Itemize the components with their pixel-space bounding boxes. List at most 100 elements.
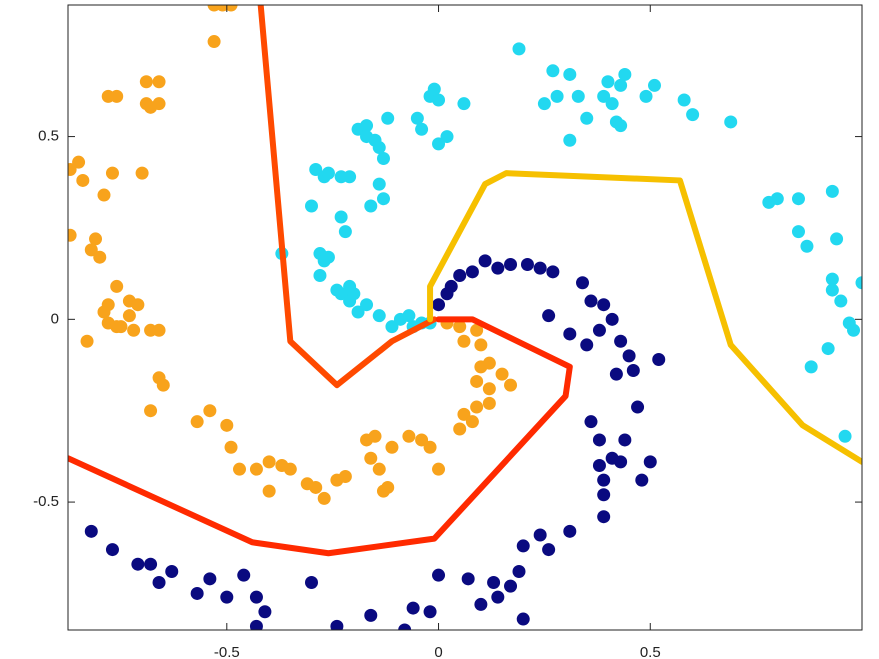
scatter-point [89,232,103,246]
scatter-point [313,268,327,282]
scatter-point [504,258,518,272]
scatter-point [249,462,263,476]
scatter-point [262,484,276,498]
scatter-point [482,356,496,370]
scatter-point [800,239,814,253]
scatter-point [533,528,547,542]
scatter-point [512,42,526,56]
scatter-point [440,130,454,144]
scatter-point [304,199,318,213]
scatter-point [821,342,835,356]
scatter-point [152,323,166,337]
y-tick-label: 0 [51,310,59,327]
scatter-point [338,225,352,239]
scatter-point [131,298,145,312]
scatter-point [351,305,365,319]
scatter-point [592,323,606,337]
scatter-point [364,199,378,213]
scatter-point [520,258,534,272]
scatter-point [614,455,628,469]
scatter-point [190,586,204,600]
scatter-point [601,75,615,89]
scatter-point [546,265,560,279]
scatter-point [317,491,331,505]
scatter-point [470,400,484,414]
scatter-point [512,565,526,579]
scatter-point [563,133,577,147]
scatter-point [652,353,666,367]
scatter-point [165,565,179,579]
scatter-point [474,338,488,352]
scatter-point [542,543,556,557]
scatter-point [110,279,124,293]
scatter-point [203,404,217,418]
scatter-point [249,590,263,604]
scatter-point [592,459,606,473]
scatter-point [614,78,628,92]
scatter-point [432,137,446,151]
scatter-point [504,579,518,593]
plot-area [68,5,862,630]
scatter-point [309,162,323,176]
scatter-point [465,265,479,279]
scatter-point [237,568,251,582]
scatter-point [423,605,437,619]
scatter-point [381,111,395,125]
scatter-point [427,82,441,96]
scatter-point [220,418,234,432]
scatter-point [482,396,496,410]
scatter-point [825,184,839,198]
scatter-point [804,360,818,374]
scatter-point [262,455,276,469]
scatter-point [482,382,496,396]
scatter-point [724,115,738,129]
scatter-point [592,433,606,447]
scatter-point [432,93,446,107]
scatter-point [648,78,662,92]
scatter-point [110,89,124,103]
scatter-point [605,97,619,111]
scatter-point [84,243,98,257]
scatter-point [304,575,318,589]
scatter-point [360,298,374,312]
y-tick-label: 0.5 [38,128,59,145]
scatter-point [635,473,649,487]
scatter-point [453,268,467,282]
scatter-point [423,440,437,454]
scatter-point [220,590,234,604]
scatter-point [470,374,484,388]
scatter-point [686,108,700,122]
scatter-point [144,404,158,418]
scatter-point [457,407,471,421]
scatter-point [597,488,611,502]
axes-box [67,4,863,631]
scatter-point [571,89,585,103]
scatter-point [432,298,446,312]
scatter-point [376,192,390,206]
scatter-point [474,597,488,611]
scatter-point [584,294,598,308]
scatter-point [597,298,611,312]
scatter-point [97,188,111,202]
scatter-point [152,575,166,589]
scatter-point [563,327,577,341]
scatter-point [105,166,119,180]
scatter-point [614,334,628,348]
boundary-line [68,316,573,557]
scatter-point [80,334,94,348]
scatter-point [233,462,247,476]
scatter-point [563,67,577,81]
scatter-point [372,177,386,191]
scatter-point [338,469,352,483]
scatter-point [537,97,551,111]
scatter-point [457,334,471,348]
scatter-point [618,67,632,81]
scatter-point [643,455,657,469]
scatter-point [410,111,424,125]
scatter-point [770,192,784,206]
scatter-point [838,429,852,443]
scatter-point [152,75,166,89]
scatter-point [190,415,204,429]
scatter-point [139,75,153,89]
scatter-point [330,619,344,630]
